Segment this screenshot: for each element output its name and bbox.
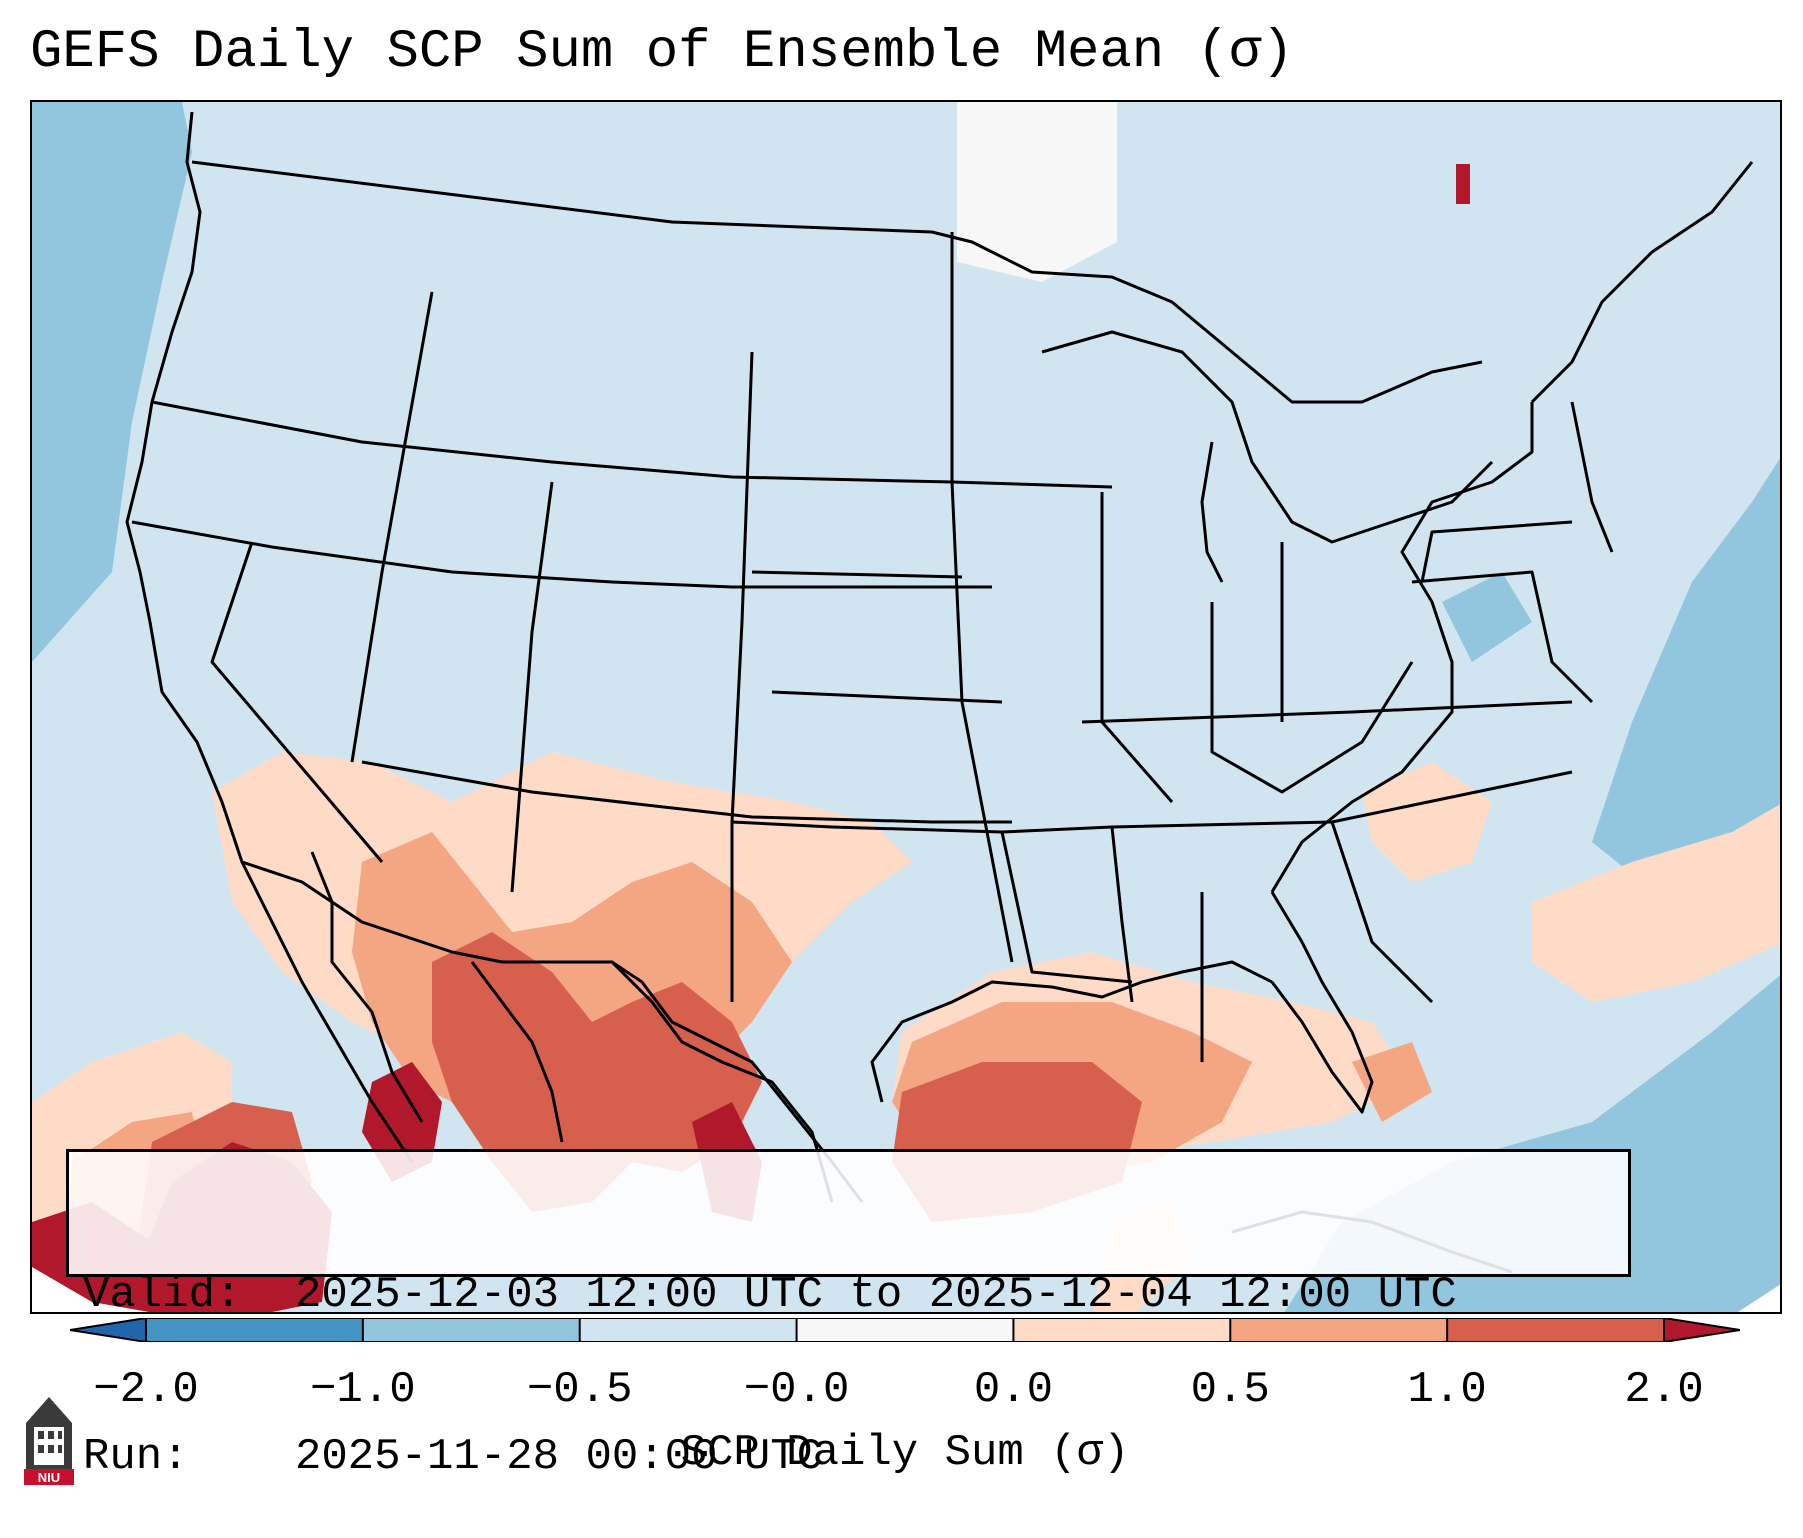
- run-value: 2025-11-28 00:00 UTC: [295, 1432, 824, 1482]
- projection-edge-right: [1738, 1284, 1780, 1312]
- colorbar-tick-label: −0.0: [743, 1365, 850, 1415]
- chart-title: GEFS Daily SCP Sum of Ensemble Mean (σ): [30, 22, 1294, 83]
- colorbar-bin: [1447, 1318, 1665, 1342]
- niu-logo-icon: NIU: [24, 1397, 74, 1485]
- colorbar-label: SCP Daily Sum (σ): [680, 1428, 1130, 1478]
- map-boundaries: [125, 111, 1754, 1274]
- colorbar-tick-label: 2.0: [1624, 1365, 1704, 1415]
- colorbar-bin: [1230, 1318, 1448, 1342]
- colorbar-bin: [146, 1318, 364, 1342]
- colorbar-tick-label: 1.0: [1407, 1365, 1487, 1415]
- northeast-coast: [1530, 161, 1754, 404]
- colorbar-tick-label: −2.0: [93, 1365, 199, 1415]
- great-lakes: [1041, 330, 1494, 544]
- run-row: Run: 2025-11-28 00:00 UTC: [83, 1430, 1614, 1484]
- colorbar-tick-label: −0.5: [526, 1365, 633, 1415]
- baja-california: [310, 851, 424, 1123]
- logo-text: NIU: [38, 1470, 60, 1485]
- east-coast: [1270, 402, 1534, 893]
- map-canvas: [32, 102, 1780, 1312]
- projection-edge: [32, 1267, 150, 1312]
- map-panel: [30, 100, 1782, 1314]
- valid-value: 2025-12-03 12:00 UTC to 2025-12-04 12:00…: [295, 1270, 1457, 1320]
- colorbar-bin: [579, 1318, 798, 1342]
- valid-row: Valid: 2025-12-03 12:00 UTC to 2025-12-04…: [83, 1268, 1614, 1322]
- field-near-zero-north: [957, 102, 1117, 282]
- canada-border: [191, 160, 1483, 404]
- run-label: Run:: [83, 1432, 189, 1482]
- validity-info-box: Valid: 2025-12-03 12:00 UTC to 2025-12-04…: [66, 1149, 1631, 1482]
- colorbar-tick-label: 0.0: [973, 1365, 1054, 1415]
- florida: [1270, 891, 1374, 1114]
- colorbar-extend-low: [70, 1318, 146, 1342]
- gulf-coast-mexico: [470, 961, 564, 1143]
- colorbar-bin: [796, 1318, 1014, 1342]
- colorbar-bin: [1013, 1318, 1231, 1342]
- colorbar-bin: [362, 1318, 581, 1342]
- texas-gulf-coast: [870, 960, 1273, 1103]
- colorbar-tick-label: −1.0: [310, 1365, 416, 1415]
- west-coastline: [125, 111, 414, 1163]
- colorbar-tick-label: 0.5: [1190, 1365, 1270, 1415]
- colorbar: [70, 1318, 1740, 1342]
- lake-michigan: [1200, 441, 1224, 583]
- field-negative-west: [32, 102, 192, 662]
- colorbar-extend-high: [1664, 1318, 1740, 1342]
- valid-label: Valid:: [83, 1270, 242, 1320]
